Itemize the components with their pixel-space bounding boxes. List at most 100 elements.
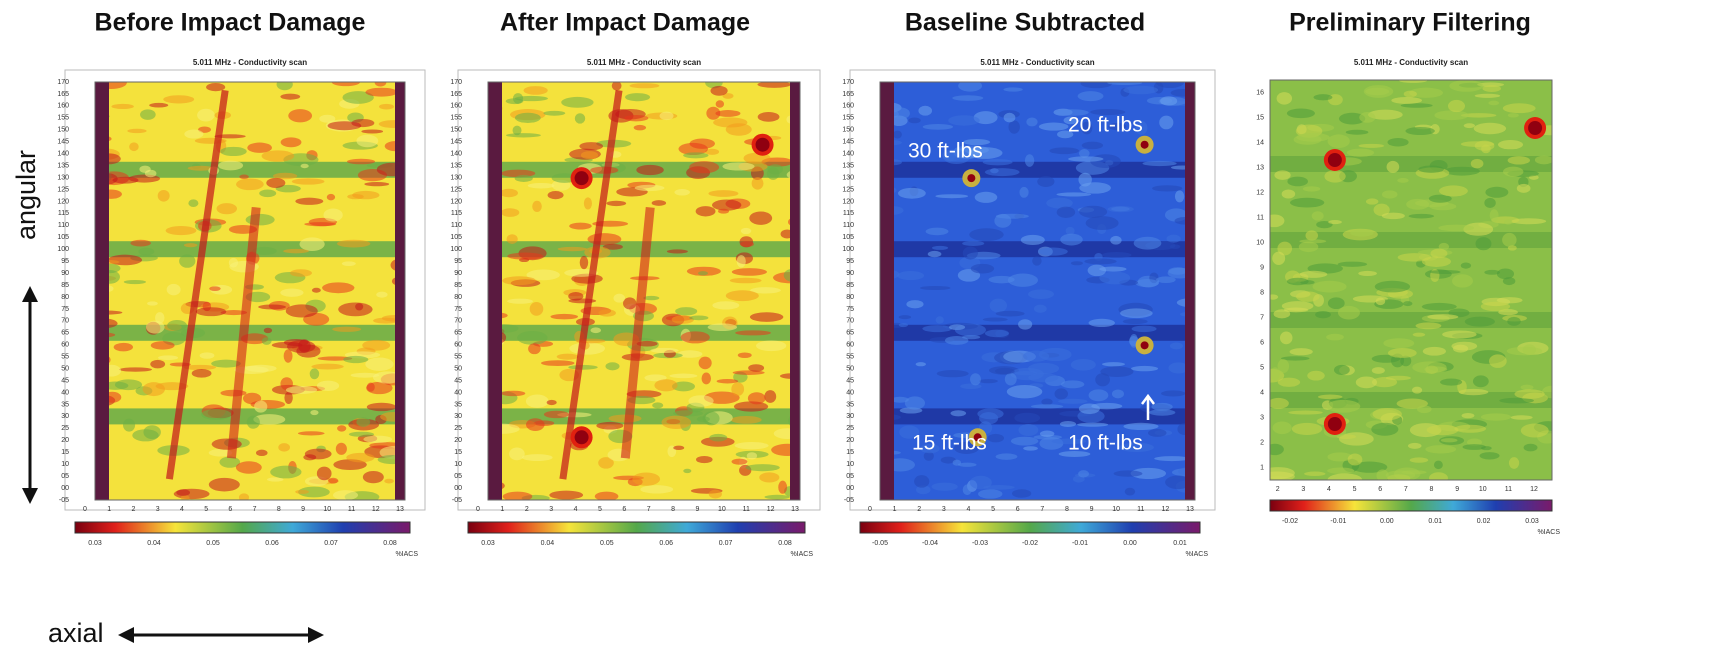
scan-edge (880, 82, 894, 500)
y-tick-label: 165 (57, 91, 69, 98)
y-tick-label: 12 (1256, 189, 1264, 196)
y-tick-label: 60 (846, 342, 854, 349)
scan-texture (1363, 85, 1394, 98)
scan-texture (166, 283, 181, 296)
scan-texture (138, 247, 155, 256)
scan-texture (995, 453, 1018, 460)
scan-texture (245, 364, 277, 373)
y-tick-label: 3 (1260, 414, 1264, 421)
scan-texture (962, 240, 985, 246)
scan-texture (218, 160, 244, 171)
scan-texture (1333, 364, 1350, 376)
scan-texture (715, 110, 741, 117)
scan-texture (984, 329, 1009, 338)
y-tick-label: 135 (842, 162, 854, 169)
scan-texture (1070, 261, 1083, 266)
scan-texture (1409, 457, 1429, 463)
scan-texture (1316, 220, 1333, 229)
scan-texture (708, 489, 722, 499)
scan-texture (1078, 403, 1100, 415)
scan-texture (219, 456, 241, 468)
scan-texture (514, 174, 533, 182)
scan-texture (1028, 362, 1060, 375)
scan-texture (253, 414, 286, 425)
scan-texture (1055, 109, 1089, 116)
scan-texture (1373, 203, 1390, 217)
scan-texture (1078, 149, 1090, 158)
colorbar-tick-label: -0.02 (1282, 518, 1298, 525)
scan-texture (1418, 165, 1444, 173)
scan-texture (158, 355, 179, 361)
x-tick-label: 10 (718, 506, 726, 513)
scan-texture (745, 464, 780, 472)
scan-texture (583, 197, 592, 210)
scan-texture (1415, 322, 1442, 330)
scan-texture (1412, 332, 1426, 337)
scan-texture (1347, 453, 1363, 466)
scan-texture (1166, 234, 1181, 243)
scan-texture (197, 108, 215, 122)
colorbar-unit: %IACS (395, 551, 418, 558)
scan-texture (201, 409, 232, 420)
scan-texture (1507, 156, 1530, 165)
scan-texture (1078, 172, 1092, 187)
scan-texture (1288, 410, 1323, 415)
scan-texture (1507, 113, 1519, 118)
scan-texture (261, 150, 295, 162)
y-tick-label: 170 (842, 79, 854, 86)
y-tick-label: 55 (61, 354, 69, 361)
scan-streak (165, 89, 229, 480)
scan-texture (322, 282, 355, 294)
scan-texture (919, 285, 951, 291)
scan-texture (1130, 467, 1166, 480)
y-tick-label: 10 (846, 461, 854, 468)
scan-texture (1060, 380, 1085, 389)
scan-texture (263, 327, 273, 334)
scan-texture (247, 142, 272, 153)
scan-texture (1372, 407, 1402, 421)
scan-texture (701, 372, 711, 385)
scan-texture (1442, 330, 1477, 339)
scan-texture (1408, 213, 1434, 219)
scan-texture (1302, 186, 1321, 192)
scan-texture (1358, 143, 1385, 148)
scan-texture (376, 291, 388, 298)
scan-texture (746, 452, 758, 460)
y-tick-label: 100 (57, 246, 69, 253)
colorbar-tick-label: 0.07 (719, 540, 733, 547)
scan-texture (574, 113, 586, 124)
y-tick-label: 75 (61, 306, 69, 313)
scan-texture (1326, 333, 1344, 341)
scan-texture (1367, 109, 1403, 120)
scan-texture (235, 461, 262, 474)
scan-texture (1119, 442, 1154, 452)
scan-texture (255, 449, 268, 457)
scan-texture (1108, 122, 1127, 131)
scan-texture (1008, 120, 1020, 134)
scan-texture (346, 158, 376, 165)
y-tick-label: 80 (454, 294, 462, 301)
scan-texture (1124, 487, 1136, 496)
scan-texture (1317, 394, 1343, 400)
scan-texture (1409, 87, 1444, 98)
panel-title: Preliminary Filtering (1289, 9, 1531, 37)
scan-texture (1440, 378, 1463, 386)
scan-texture (1489, 209, 1499, 222)
y-tick-label: -05 (59, 497, 69, 504)
x-tick-label: 4 (574, 506, 578, 513)
scan-band (95, 161, 405, 178)
scan-texture (1365, 198, 1379, 205)
colorbar (74, 521, 411, 534)
scan-texture (1272, 251, 1286, 265)
scan-texture (734, 441, 769, 450)
y-tick-label: -05 (452, 497, 462, 504)
y-tick-label: 7 (1260, 314, 1264, 321)
scan-texture (191, 368, 212, 378)
scan-texture (328, 477, 339, 484)
scan-texture (688, 395, 714, 407)
panel-subtitle: 5.011 MHz - Conductivity scan (193, 58, 307, 67)
scan-texture (332, 326, 362, 332)
scan-texture (898, 187, 926, 199)
scan-texture (517, 331, 548, 345)
scan-texture (128, 174, 161, 183)
